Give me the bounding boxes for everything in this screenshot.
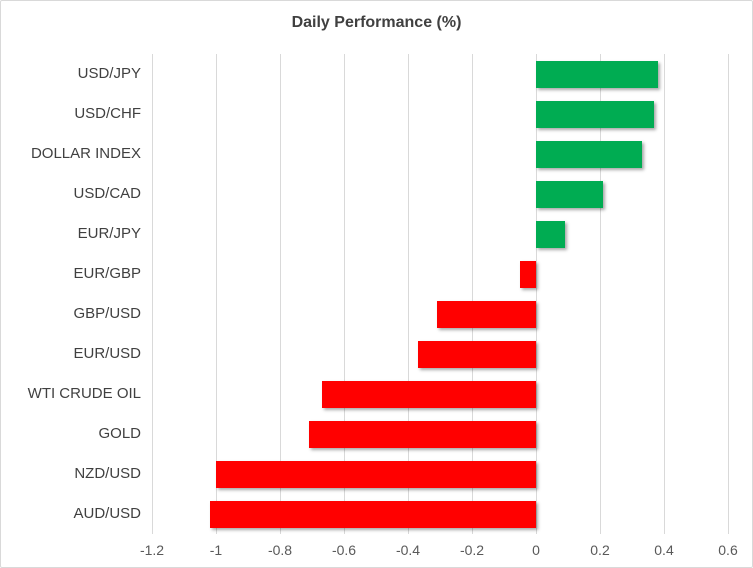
plot-area [151,54,729,534]
tick-label-0-4: 0.4 [654,542,674,558]
bar-usd-cad [536,180,604,208]
tick-label-1-2: -1.2 [139,542,165,558]
bar-eur-gbp [520,260,536,288]
bar-usd-chf [536,100,655,128]
category-label-aud-usd: AUD/USD [73,505,141,522]
category-axis: USD/JPY USD/CHF DOLLAR INDEX USD/CAD EUR/JPY… [1,54,141,534]
bar-wti-crude-oil [321,380,536,408]
category-label-eur-jpy: EUR/JPY [77,225,141,242]
gridline-0-6 [343,54,345,534]
gridline-0 [535,54,537,534]
bar-eur-jpy [536,220,565,248]
tick-label-0-2: -0.2 [459,542,485,558]
bar-usd-jpy [536,60,658,88]
category-label-usd-chf: USD/CHF [74,105,141,122]
bar-eur-usd [417,340,536,368]
gridline-0-4 [663,54,665,534]
tick-label-0-6: 0.6 [718,542,738,558]
category-label-gbp-usd: GBP/USD [73,305,141,322]
category-label-usd-cad: USD/CAD [73,185,141,202]
gridline-0-4 [407,54,409,534]
gridline-0-6 [727,54,729,534]
gridline-1 [215,54,217,534]
gridline-0-2 [599,54,601,534]
tick-label-0: 0 [532,542,540,558]
chart-title: Daily Performance (%) [291,14,462,31]
bar-aud-usd [209,500,536,528]
value-axis: -1.2 -1 -0.8 -0.6 -0.4 -0.2 0 0.2 0.4 0.6 [140,538,738,562]
category-label-eur-gbp: EUR/GBP [73,265,141,282]
gridline-0-8 [279,54,281,534]
tick-label-1: -1 [209,542,223,558]
category-label-dollar-index: DOLLAR INDEX [30,145,141,162]
tick-label-0-2: 0.2 [590,542,610,558]
gridline-0-2 [471,54,473,534]
category-label-wti-crude-oil: WTI CRUDE OIL [27,385,141,402]
category-label-usd-jpy: USD/JPY [77,65,141,82]
category-label-nzd-usd: NZD/USD [74,465,141,482]
tick-label-0-8: -0.8 [267,542,293,558]
tick-label-0-6: -0.6 [331,542,357,558]
bar-gold [308,420,536,448]
tick-label-0-4: -0.4 [395,542,421,558]
category-label-eur-usd: EUR/USD [73,345,141,362]
category-label-gold: GOLD [98,425,141,442]
bar-dollar-index [536,140,642,168]
bar-nzd-usd [216,460,536,488]
gridline-1-2 [151,54,153,534]
bar-gbp-usd [436,300,536,328]
